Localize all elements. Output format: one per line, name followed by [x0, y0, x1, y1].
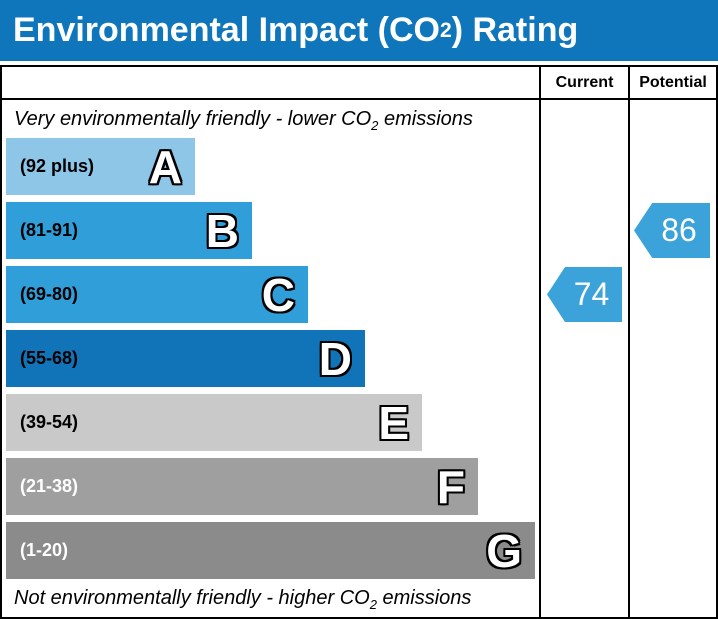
band-range-label-G: (1-20): [20, 540, 69, 560]
band-row-D: (55-68) D: [6, 330, 539, 387]
current-column: 74: [539, 100, 628, 617]
band-bar-C: (69-80) C: [6, 266, 308, 323]
band-bar-F: (21-38) F: [6, 458, 478, 515]
band-letter-G: G: [486, 524, 522, 577]
band-letter-D: D: [318, 332, 352, 385]
page-title-text-suffix: ) Rating: [451, 11, 579, 49]
band-row-F: (21-38) F: [6, 458, 539, 515]
band-row-C: (69-80) C: [6, 266, 539, 323]
potential-rating-value: 86: [661, 212, 697, 248]
band-letter-B: B: [205, 204, 239, 257]
column-header-potential: Potential: [628, 67, 716, 98]
potential-rating-arrow: 86: [634, 203, 710, 258]
page-title-text-prefix: Environmental Impact (CO: [13, 11, 440, 49]
band-bar-A: (92 plus) A: [6, 138, 195, 195]
band-row-E: (39-54) E: [6, 394, 539, 451]
band-row-A: (92 plus) A: [6, 138, 539, 195]
scale-top-label: Very environmentally friendly - lower CO…: [2, 100, 539, 138]
band-row-G: (1-20) G: [6, 522, 539, 579]
band-letter-C: C: [261, 268, 295, 321]
rating-scale-column: Very environmentally friendly - lower CO…: [2, 100, 539, 617]
band-bar-G: (1-20) G: [6, 522, 535, 579]
scale-bottom-text-prefix: Not environmentally friendly - higher CO: [14, 586, 370, 609]
band-range-label-F: (21-38): [20, 476, 79, 496]
band-range-label-E: (39-54): [20, 412, 79, 432]
scale-bottom-label: Not environmentally friendly - higher CO…: [2, 579, 539, 617]
scale-top-subscript: 2: [371, 117, 379, 133]
scale-top-text-prefix: Very environmentally friendly - lower CO: [14, 107, 372, 130]
table-body: Very environmentally friendly - lower CO…: [2, 100, 716, 617]
rating-bands: (92 plus) A (81-91) B (69-80) C (55-68) D (39-54…: [2, 138, 539, 579]
scale-bottom-subscript: 2: [369, 596, 377, 612]
scale-bottom-text-suffix: emissions: [376, 586, 472, 609]
band-range-label-D: (55-68): [20, 348, 79, 368]
band-letter-A: A: [148, 140, 182, 193]
band-letter-E: E: [378, 396, 409, 449]
current-rating-value: 74: [573, 276, 610, 312]
potential-column: 86: [628, 100, 716, 617]
table-header-row: Current Potential: [2, 67, 716, 100]
rating-table: Current Potential Very environmentally f…: [0, 65, 718, 619]
band-range-label-A: (92 plus): [20, 156, 95, 176]
band-range-label-B: (81-91): [20, 220, 79, 240]
band-letter-F: F: [436, 460, 465, 513]
scale-top-text-suffix: emissions: [378, 107, 473, 130]
header-cell-empty: [2, 67, 539, 98]
column-header-current: Current: [539, 67, 628, 98]
page-title: Environmental Impact (CO 2) Rating: [0, 0, 718, 61]
band-bar-D: (55-68) D: [6, 330, 365, 387]
band-bar-E: (39-54) E: [6, 394, 422, 451]
band-bar-B: (81-91) B: [6, 202, 252, 259]
current-rating-arrow: 74: [547, 267, 622, 322]
band-range-label-C: (69-80): [20, 284, 79, 304]
band-row-B: (81-91) B: [6, 202, 539, 259]
